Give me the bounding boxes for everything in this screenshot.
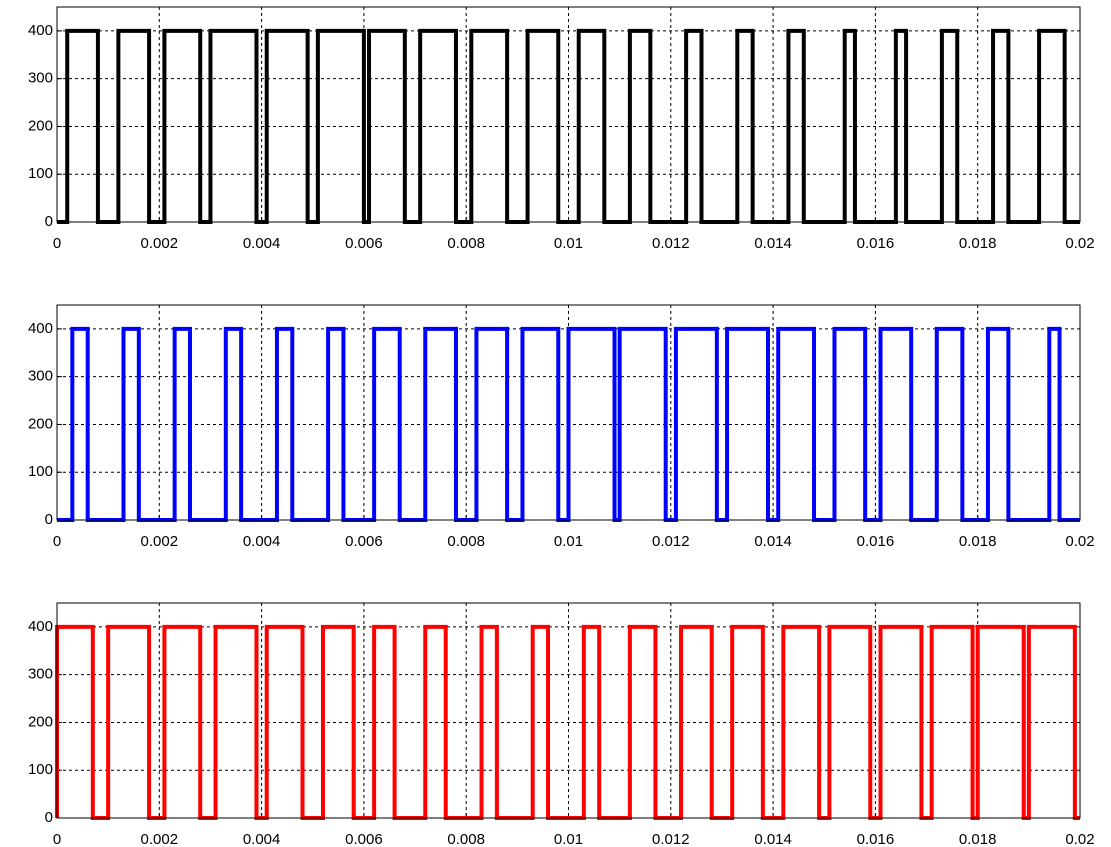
x-tick-label: 0.006 xyxy=(345,533,383,550)
x-tick-label: 0.016 xyxy=(857,235,895,252)
y-tick-label: 200 xyxy=(28,415,53,432)
x-tick-label: 0 xyxy=(53,831,61,847)
x-tick-label: 0.02 xyxy=(1065,235,1094,252)
x-tick-label: 0.006 xyxy=(345,831,383,847)
x-tick-label: 0.016 xyxy=(857,831,895,847)
y-tick-label: 300 xyxy=(28,70,53,87)
x-tick-label: 0 xyxy=(53,235,61,252)
y-tick-label: 100 xyxy=(28,761,53,778)
x-tick-label: 0.018 xyxy=(959,533,997,550)
x-tick-label: 0.004 xyxy=(243,831,281,847)
y-tick-label: 0 xyxy=(45,511,53,528)
x-tick-label: 0.002 xyxy=(141,831,179,847)
x-tick-label: 0.016 xyxy=(857,533,895,550)
x-tick-label: 0.008 xyxy=(447,235,485,252)
x-tick-label: 0.012 xyxy=(652,235,690,252)
y-tick-label: 200 xyxy=(28,117,53,134)
y-tick-label: 100 xyxy=(28,463,53,480)
x-tick-label: 0.01 xyxy=(554,533,583,550)
x-tick-label: 0.004 xyxy=(243,533,281,550)
y-tick-label: 300 xyxy=(28,368,53,385)
x-tick-label: 0.018 xyxy=(959,235,997,252)
x-tick-label: 0.01 xyxy=(554,831,583,847)
x-tick-label: 0.014 xyxy=(754,533,792,550)
x-tick-label: 0.02 xyxy=(1065,831,1094,847)
y-tick-label: 0 xyxy=(45,213,53,230)
x-tick-label: 0.014 xyxy=(754,831,792,847)
x-tick-label: 0.012 xyxy=(652,533,690,550)
x-tick-label: 0.008 xyxy=(447,533,485,550)
x-tick-label: 0.002 xyxy=(141,235,179,252)
y-tick-label: 200 xyxy=(28,713,53,730)
y-tick-label: 400 xyxy=(28,320,53,337)
y-tick-label: 100 xyxy=(28,165,53,182)
chart: 0 100 200 300 400 0 0.002 0.004 0.006 0.008 0.01 0.… xyxy=(0,0,1111,847)
x-tick-label: 0.01 xyxy=(554,235,583,252)
x-tick-label: 0.002 xyxy=(141,533,179,550)
x-tick-label: 0.02 xyxy=(1065,533,1094,550)
x-tick-label: 0.018 xyxy=(959,831,997,847)
x-tick-label: 0.008 xyxy=(447,831,485,847)
x-tick-label: 0.006 xyxy=(345,235,383,252)
y-tick-label: 400 xyxy=(28,618,53,635)
y-tick-label: 400 xyxy=(28,22,53,39)
x-tick-label: 0.004 xyxy=(243,235,281,252)
x-tick-label: 0 xyxy=(53,533,61,550)
y-tick-label: 0 xyxy=(45,809,53,826)
y-tick-label: 300 xyxy=(28,666,53,683)
x-tick-label: 0.012 xyxy=(652,831,690,847)
x-tick-label: 0.014 xyxy=(754,235,792,252)
